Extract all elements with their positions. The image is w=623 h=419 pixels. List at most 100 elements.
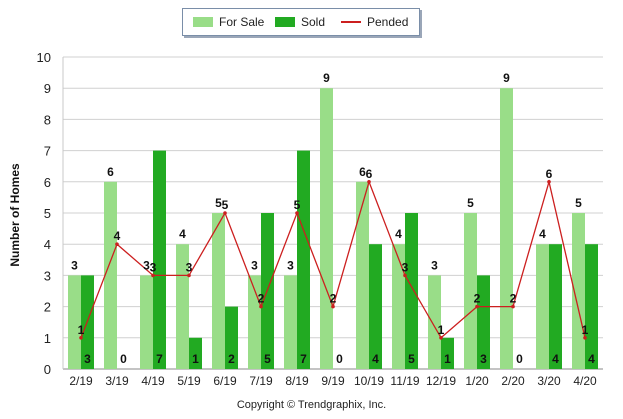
data-label-sold: 1 — [444, 352, 451, 366]
pended-point — [187, 273, 191, 278]
data-label-for-sale: 6 — [359, 165, 366, 179]
data-label-pended: 5 — [294, 198, 301, 212]
data-label-pended: 4 — [114, 229, 121, 243]
x-tick-label: 4/19 — [141, 374, 165, 388]
bar-for-sale — [536, 244, 549, 369]
x-tick-label: 2/19 — [69, 374, 93, 388]
y-tick-label: 4 — [44, 237, 51, 252]
data-label-sold: 5 — [408, 352, 415, 366]
y-tick-label: 8 — [44, 112, 51, 127]
pended-point — [547, 180, 551, 184]
data-label-for-sale: 3 — [71, 258, 78, 272]
data-label-pended: 1 — [78, 323, 85, 337]
bar-for-sale — [212, 213, 225, 369]
data-label-sold: 2 — [228, 352, 235, 366]
data-label-sold: 0 — [120, 352, 127, 366]
legend-label-pended: Pended — [367, 15, 409, 29]
pended-point — [79, 336, 83, 340]
x-tick-label: 1/20 — [465, 374, 489, 388]
pended-point — [331, 304, 335, 309]
data-label-sold: 1 — [192, 352, 199, 366]
bar-sold — [549, 244, 562, 369]
legend: For Sale Sold Pended — [182, 8, 420, 36]
data-label-sold: 7 — [156, 352, 163, 366]
data-label-for-sale: 9 — [323, 71, 330, 85]
data-label-sold: 3 — [480, 352, 487, 366]
pended-point — [115, 242, 119, 246]
data-label-pended: 1 — [582, 323, 589, 337]
data-label-for-sale: 9 — [503, 71, 510, 85]
x-tick-label: 3/19 — [105, 374, 129, 388]
data-label-pended: 3 — [186, 260, 193, 274]
y-tick-label: 2 — [44, 300, 51, 315]
bar-for-sale — [572, 213, 585, 369]
legend-label-sold: Sold — [301, 15, 326, 29]
bar-for-sale — [140, 275, 153, 369]
bar-for-sale — [68, 275, 81, 369]
bar-for-sale — [284, 275, 297, 369]
pended-point — [367, 180, 371, 184]
copyright-text: Copyright © Trendgraphix, Inc. — [236, 399, 387, 411]
data-label-pended: 5 — [222, 198, 229, 212]
bar-for-sale — [356, 181, 369, 369]
y-axis-title: Number of Homes — [8, 163, 22, 267]
data-label-for-sale: 3 — [287, 258, 294, 272]
bar-for-sale — [428, 275, 441, 369]
x-tick-labels: 2/19 3/19 4/19 5/19 6/19 7/19 8/19 9/19 10/19 11/… — [69, 374, 597, 388]
bar-sold — [585, 244, 598, 369]
bar-for-sale — [104, 181, 117, 369]
pended-point — [439, 336, 443, 340]
x-tick-label: 3/20 — [537, 374, 561, 388]
y-tick-label: 7 — [44, 144, 51, 159]
x-tick-label: 11/19 — [390, 374, 419, 388]
bar-sold — [369, 244, 382, 369]
y-tick-label: 1 — [44, 331, 51, 346]
y-tick-label: 5 — [44, 206, 51, 221]
x-tick-label: 8/19 — [285, 374, 309, 388]
data-label-sold: 4 — [552, 352, 559, 366]
bar-for-sale — [392, 244, 405, 369]
bar-sold — [225, 306, 238, 369]
legend-swatch-pended — [341, 21, 361, 23]
data-label-for-sale: 4 — [539, 227, 546, 241]
bar-sold — [441, 337, 454, 369]
data-label-for-sale: 6 — [107, 165, 114, 179]
x-tick-label: 9/19 — [321, 374, 345, 388]
y-tick-labels: 0 1 2 3 4 5 6 7 8 9 10 — [37, 50, 51, 377]
legend-swatch-sold — [275, 17, 295, 27]
legend-label-for-sale: For Sale — [219, 15, 265, 29]
data-label-for-sale: 5 — [575, 196, 582, 210]
data-label-sold: 3 — [84, 352, 91, 366]
data-label-pended: 1 — [438, 323, 445, 337]
bar-for-sale — [320, 88, 333, 369]
bar-sold — [477, 275, 490, 369]
pended-point — [511, 304, 515, 309]
data-label-for-sale: 3 — [431, 258, 438, 272]
data-label-for-sale: 3 — [143, 258, 150, 272]
data-label-sold: 7 — [300, 352, 307, 366]
data-label-sold: 0 — [336, 352, 343, 366]
bar-sold — [153, 150, 166, 369]
x-tick-label: 7/19 — [249, 374, 273, 388]
x-tick-label: 12/19 — [426, 374, 456, 388]
pended-line — [79, 179, 587, 340]
x-tick-label: 10/19 — [354, 374, 384, 388]
data-label-for-sale: 4 — [395, 227, 402, 241]
bar-for-sale — [464, 213, 477, 369]
y-tick-label: 9 — [44, 81, 51, 96]
y-tick-label: 0 — [44, 362, 51, 377]
pended-point — [151, 273, 155, 278]
data-label-pended: 2 — [330, 292, 337, 306]
bar-sold — [189, 337, 202, 369]
bar-for-sale — [500, 88, 513, 369]
data-label-pended: 2 — [510, 292, 517, 306]
pended-point — [403, 273, 407, 278]
pended-point — [583, 336, 587, 340]
data-label-for-sale: 5 — [467, 196, 474, 210]
bar-sold — [297, 150, 310, 369]
y-tick-label: 10 — [37, 50, 51, 65]
data-label-pended: 2 — [474, 292, 481, 306]
y-tick-label: 6 — [44, 175, 51, 190]
